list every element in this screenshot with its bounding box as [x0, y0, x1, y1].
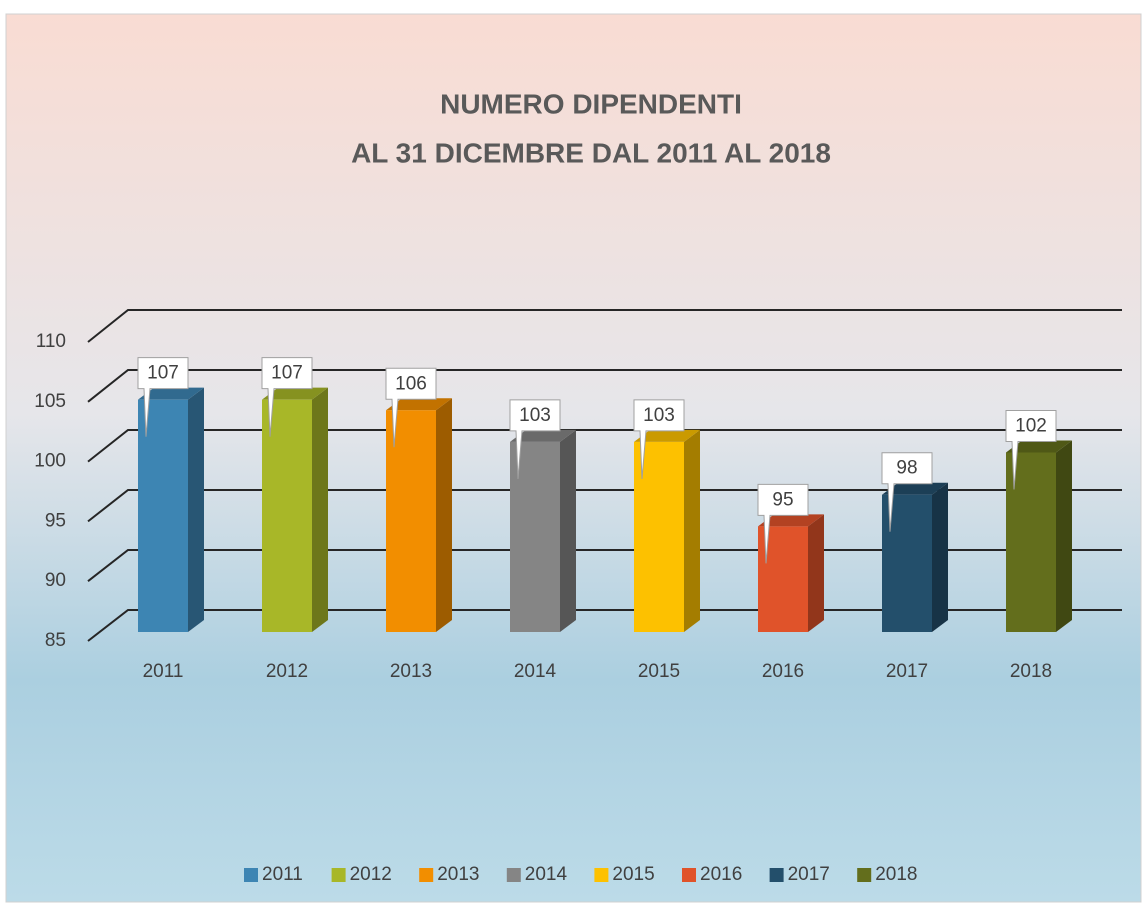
data-label: 107 — [147, 363, 179, 384]
legend-label: 2014 — [525, 864, 568, 885]
legend-swatch — [244, 868, 258, 882]
data-label-callout — [881, 452, 933, 532]
legend-swatch — [857, 868, 872, 882]
bar — [386, 398, 452, 632]
legend-swatch — [594, 868, 609, 882]
x-tick-label: 2016 — [762, 661, 804, 682]
data-label: 106 — [395, 373, 427, 394]
grid-line — [87, 429, 1122, 463]
data-label-callout — [385, 367, 437, 448]
data-label-callout — [137, 357, 189, 437]
y-tick-label: 85 — [45, 630, 66, 651]
legend-label: 2015 — [612, 864, 654, 885]
legend-label: 2011 — [262, 864, 303, 885]
data-label-callout — [1005, 409, 1057, 490]
data-label: 103 — [519, 405, 551, 426]
data-label: 95 — [772, 489, 793, 510]
legend-label: 2013 — [437, 864, 479, 885]
x-tick-label: 2013 — [390, 661, 432, 682]
x-tick-label: 2017 — [886, 661, 928, 682]
data-label-callout — [757, 483, 809, 564]
grid-line — [87, 369, 1122, 403]
bar — [758, 514, 824, 632]
chart-title: NUMERO DIPENDENTI — [440, 88, 742, 119]
x-tick-label: 2012 — [266, 661, 308, 682]
y-tick-label: 105 — [34, 391, 66, 412]
grid-line — [87, 309, 1122, 343]
y-tick-label: 100 — [34, 451, 66, 472]
x-tick-label: 2015 — [638, 661, 680, 682]
data-label-callout — [509, 399, 561, 479]
legend-label: 2016 — [700, 864, 742, 885]
legend-swatch — [419, 868, 434, 882]
data-label-callout — [261, 357, 313, 437]
bar — [262, 387, 328, 632]
data-label: 98 — [896, 458, 917, 479]
data-label: 102 — [1015, 415, 1047, 436]
x-tick-label: 2014 — [514, 661, 557, 682]
legend-swatch — [682, 868, 696, 882]
x-tick-label: 2011 — [143, 661, 184, 682]
legend-label: 2012 — [350, 864, 392, 885]
y-tick-label: 95 — [45, 510, 66, 531]
chart-title: AL 31 DICEMBRE DAL 2011 AL 2018 — [351, 137, 831, 168]
data-label: 103 — [643, 405, 675, 426]
y-tick-label: 90 — [45, 570, 66, 591]
bar — [138, 387, 204, 632]
legend-label: 2018 — [875, 864, 917, 885]
legend-swatch — [506, 868, 521, 882]
legend-swatch — [331, 868, 346, 882]
legend-label: 2017 — [788, 864, 830, 885]
y-tick-label: 110 — [36, 331, 66, 352]
data-label: 107 — [271, 363, 303, 384]
legend-swatch — [769, 868, 784, 882]
x-tick-label: 2018 — [1010, 661, 1052, 682]
data-label-callout — [633, 399, 685, 479]
